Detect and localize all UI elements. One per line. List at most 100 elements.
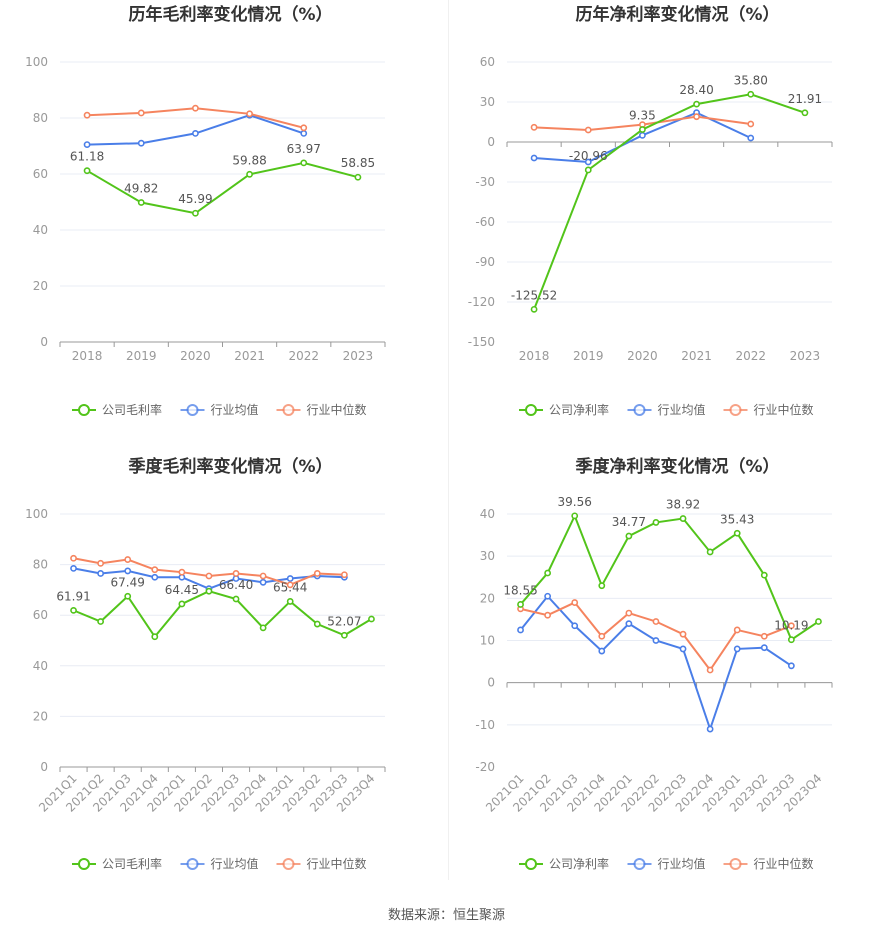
- data-point-company: [340, 631, 348, 639]
- data-label: 10.19: [774, 619, 808, 633]
- data-point-industry_median: [530, 123, 538, 131]
- data-point-company: [584, 166, 592, 174]
- y-tick-label: 30: [480, 549, 495, 563]
- legend-label-industry_avg: 行业均值: [211, 402, 259, 417]
- data-point-company: [286, 598, 294, 605]
- data-point-industry_median: [313, 570, 321, 577]
- legend-label-company: 公司净利率: [549, 402, 609, 417]
- y-tick-label: -120: [468, 295, 495, 309]
- data-point-company: [733, 529, 741, 537]
- data-point-industry_avg: [571, 622, 579, 630]
- data-point-industry_median: [192, 104, 199, 112]
- annual-gross-chart: 历年毛利率变化情况（%） 0 20 40 60 80 100 2018 2019 2020 2021…: [25, 4, 386, 417]
- legend-label-industry_median: 行业中位数: [754, 856, 814, 871]
- chart-title: 季度净利率变化情况（%）: [575, 456, 779, 477]
- y-tick-label: 60: [33, 608, 48, 622]
- legend-label-industry_avg: 行业均值: [658, 856, 706, 871]
- data-point-industry_avg: [259, 578, 267, 586]
- panel-divider: [448, 0, 449, 880]
- data-point-company: [530, 305, 538, 313]
- data-point-industry_median: [733, 626, 741, 634]
- data-point-industry_avg: [97, 570, 105, 577]
- legend-label-industry_avg: 行业均值: [658, 402, 706, 417]
- data-label: -20.96: [569, 149, 608, 163]
- data-point-industry_avg: [300, 129, 308, 137]
- y-tick-label: 20: [480, 591, 495, 605]
- data-label: 35.43: [720, 512, 754, 526]
- data-point-industry_median: [679, 630, 687, 638]
- data-point-industry_median: [83, 111, 91, 119]
- x-tick-label: 2021: [234, 349, 265, 363]
- data-label: 21.91: [788, 92, 822, 106]
- data-label: 52.07: [327, 614, 361, 628]
- x-tick-label: 2022: [735, 349, 766, 363]
- data-point-industry_median: [787, 622, 795, 630]
- y-tick-label: -10: [475, 718, 495, 732]
- data-point-company: [124, 592, 132, 600]
- series-line-industry_median: [520, 601, 792, 672]
- quarterly-gross-chart: 季度毛利率变化情况（%）0204060801002021Q12021Q22021…: [25, 456, 386, 871]
- data-point-industry_avg: [83, 141, 91, 148]
- y-tick-label: -90: [475, 255, 495, 269]
- data-point-industry_avg: [706, 725, 714, 733]
- data-label: 61.91: [56, 589, 90, 603]
- data-point-industry_median: [706, 666, 714, 674]
- legend-marker-company: [78, 404, 90, 416]
- y-tick-label: 0: [40, 335, 48, 349]
- annual-net-chart: 历年净利率变化情况（%） -150 -120 -90 -60 -30 0 30 60 2018 20…: [468, 4, 833, 417]
- data-label: 64.45: [165, 583, 199, 597]
- data-label: 67.49: [111, 575, 145, 589]
- y-tick-label: 0: [487, 676, 495, 690]
- legend-marker-industry_avg: [633, 858, 646, 870]
- x-tick-label: 2022: [288, 349, 319, 363]
- data-label: 28.40: [679, 83, 713, 97]
- data-point-industry_avg: [625, 620, 633, 628]
- data-point-industry_avg: [733, 645, 741, 653]
- data-label: 35.80: [734, 73, 768, 87]
- data-point-company: [151, 633, 159, 641]
- data-point-industry_median: [286, 581, 294, 589]
- y-tick-label: 0: [487, 135, 495, 149]
- data-point-industry_median: [97, 559, 105, 567]
- legend-label-industry_avg: 行业均值: [211, 856, 259, 871]
- x-tick-label: 2023: [343, 349, 374, 363]
- data-point-company: [787, 636, 795, 644]
- x-tick-label: 2023: [790, 349, 821, 363]
- data-point-industry_median: [598, 632, 606, 640]
- legend-marker-company: [78, 858, 90, 870]
- data-point-industry_median: [232, 570, 240, 577]
- x-tick-label: 2019: [573, 349, 604, 363]
- data-point-company: [70, 606, 77, 614]
- data-point-industry_avg: [760, 644, 768, 652]
- data-point-industry_median: [124, 556, 132, 563]
- data-label: 58.85: [341, 156, 375, 170]
- data-point-company: [192, 209, 199, 217]
- quarterly-net-panel: 季度净利率变化情况（%） -20 -10 0 10 20 30 40 2021Q1 2021Q2 2…: [447, 452, 893, 907]
- legend-label-company: 公司毛利率: [102, 402, 162, 417]
- data-point-industry_median: [652, 618, 660, 625]
- data-point-industry_avg: [652, 637, 660, 644]
- legend-marker-industry_median: [729, 858, 742, 870]
- data-point-industry_avg: [151, 573, 159, 581]
- data-point-company: [354, 173, 362, 181]
- data-point-industry_median: [571, 599, 579, 606]
- data-point-industry_median: [340, 571, 348, 579]
- chart-title: 历年净利率变化情况（%）: [575, 4, 779, 25]
- data-point-company: [760, 571, 768, 579]
- x-tick-label: 2021: [681, 349, 712, 363]
- data-label: -125.52: [511, 288, 557, 302]
- data-point-company: [368, 615, 375, 623]
- legend-marker-company: [525, 404, 537, 416]
- data-label: 34.77: [612, 515, 646, 529]
- data-point-industry_median: [300, 124, 308, 132]
- data-point-company: [693, 100, 700, 108]
- annual-net-panel: 历年净利率变化情况（%） -150 -120 -90 -60 -30 0 30 60 2018 20…: [447, 0, 893, 455]
- data-point-company: [639, 126, 646, 133]
- data-point-industry_avg: [70, 564, 77, 572]
- data-point-company: [571, 512, 579, 520]
- data-point-company: [137, 199, 145, 206]
- data-label: 66.40: [219, 578, 253, 592]
- data-point-industry_median: [205, 572, 213, 580]
- series-line-company: [519, 513, 820, 642]
- data-point-company: [598, 582, 606, 590]
